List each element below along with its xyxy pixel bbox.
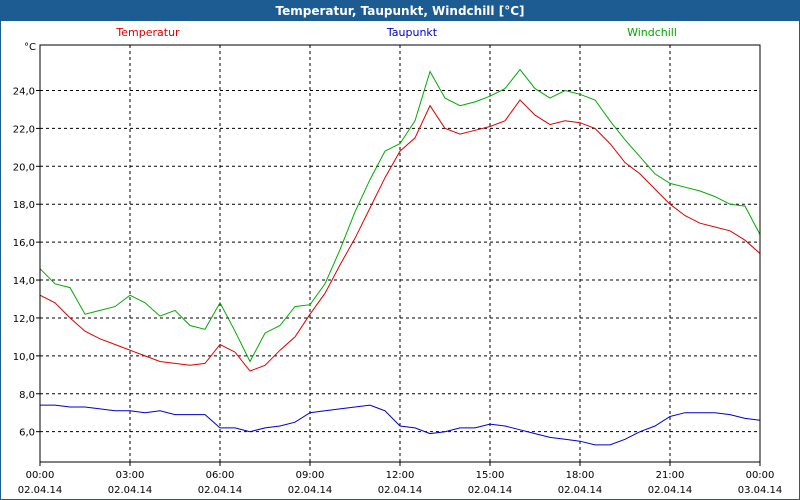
x-tick-date-label: 02.04.14	[198, 485, 243, 496]
x-tick-time-label: 00:00	[746, 470, 775, 481]
y-axis: 6,0 8,0 10,0 12,0 14,0 16,0 18,0 20,0 22,0 24,0	[13, 86, 40, 439]
series-line-windchill	[39, 68, 761, 363]
series-line-taupunkt	[40, 404, 761, 446]
y-tick-label: 16,0	[13, 238, 35, 249]
x-tick-date-label: 02.04.14	[558, 485, 603, 496]
x-tick-date-label: 03.04.14	[738, 485, 783, 496]
legend-entry-windchill: Windchill	[627, 26, 677, 39]
x-tick-time-label: 21:00	[656, 470, 685, 481]
y-tick-label: 8,0	[19, 390, 35, 401]
x-tick-time-label: 15:00	[476, 470, 505, 481]
x-tick-time-label: 18:00	[566, 470, 595, 481]
x-tick-time-label: 12:00	[386, 470, 415, 481]
y-tick-label: 12,0	[13, 314, 35, 325]
legend-entry-taupunkt: Taupunkt	[386, 26, 438, 39]
chart-title: Temperatur, Taupunkt, Windchill [°C]	[1, 1, 799, 21]
y-tick-label: 18,0	[13, 200, 35, 211]
x-axis: 00:00 02.04.14 03:00 02.04.14 06:00 02.04.14 0…	[18, 462, 783, 496]
legend: Temperatur Taupunkt Windchill	[115, 26, 677, 39]
x-tick-time-label: 06:00	[206, 470, 235, 481]
y-tick-label: 6,0	[19, 428, 35, 439]
y-tick-label: 20,0	[13, 162, 35, 173]
x-tick-date-label: 02.04.14	[378, 485, 423, 496]
x-tick-date-label: 02.04.14	[288, 485, 333, 496]
series-layer	[39, 68, 761, 446]
x-tick-date-label: 02.04.14	[18, 485, 63, 496]
y-tick-label: 10,0	[13, 352, 35, 363]
legend-entry-temperatur: Temperatur	[115, 26, 180, 39]
y-axis-unit-label: °C	[24, 42, 36, 53]
y-tick-label: 22,0	[13, 124, 35, 135]
x-tick-date-label: 02.04.14	[108, 485, 153, 496]
x-tick-date-label: 02.04.14	[648, 485, 693, 496]
series-line-temperatur	[39, 99, 761, 372]
plot-area-background	[40, 45, 760, 462]
y-tick-label: 24,0	[13, 86, 35, 97]
x-tick-time-label: 03:00	[116, 470, 145, 481]
y-tick-label: 14,0	[13, 276, 35, 287]
x-tick-time-label: 09:00	[296, 470, 325, 481]
x-tick-date-label: 02.04.14	[468, 485, 513, 496]
x-tick-time-label: 00:00	[26, 470, 55, 481]
